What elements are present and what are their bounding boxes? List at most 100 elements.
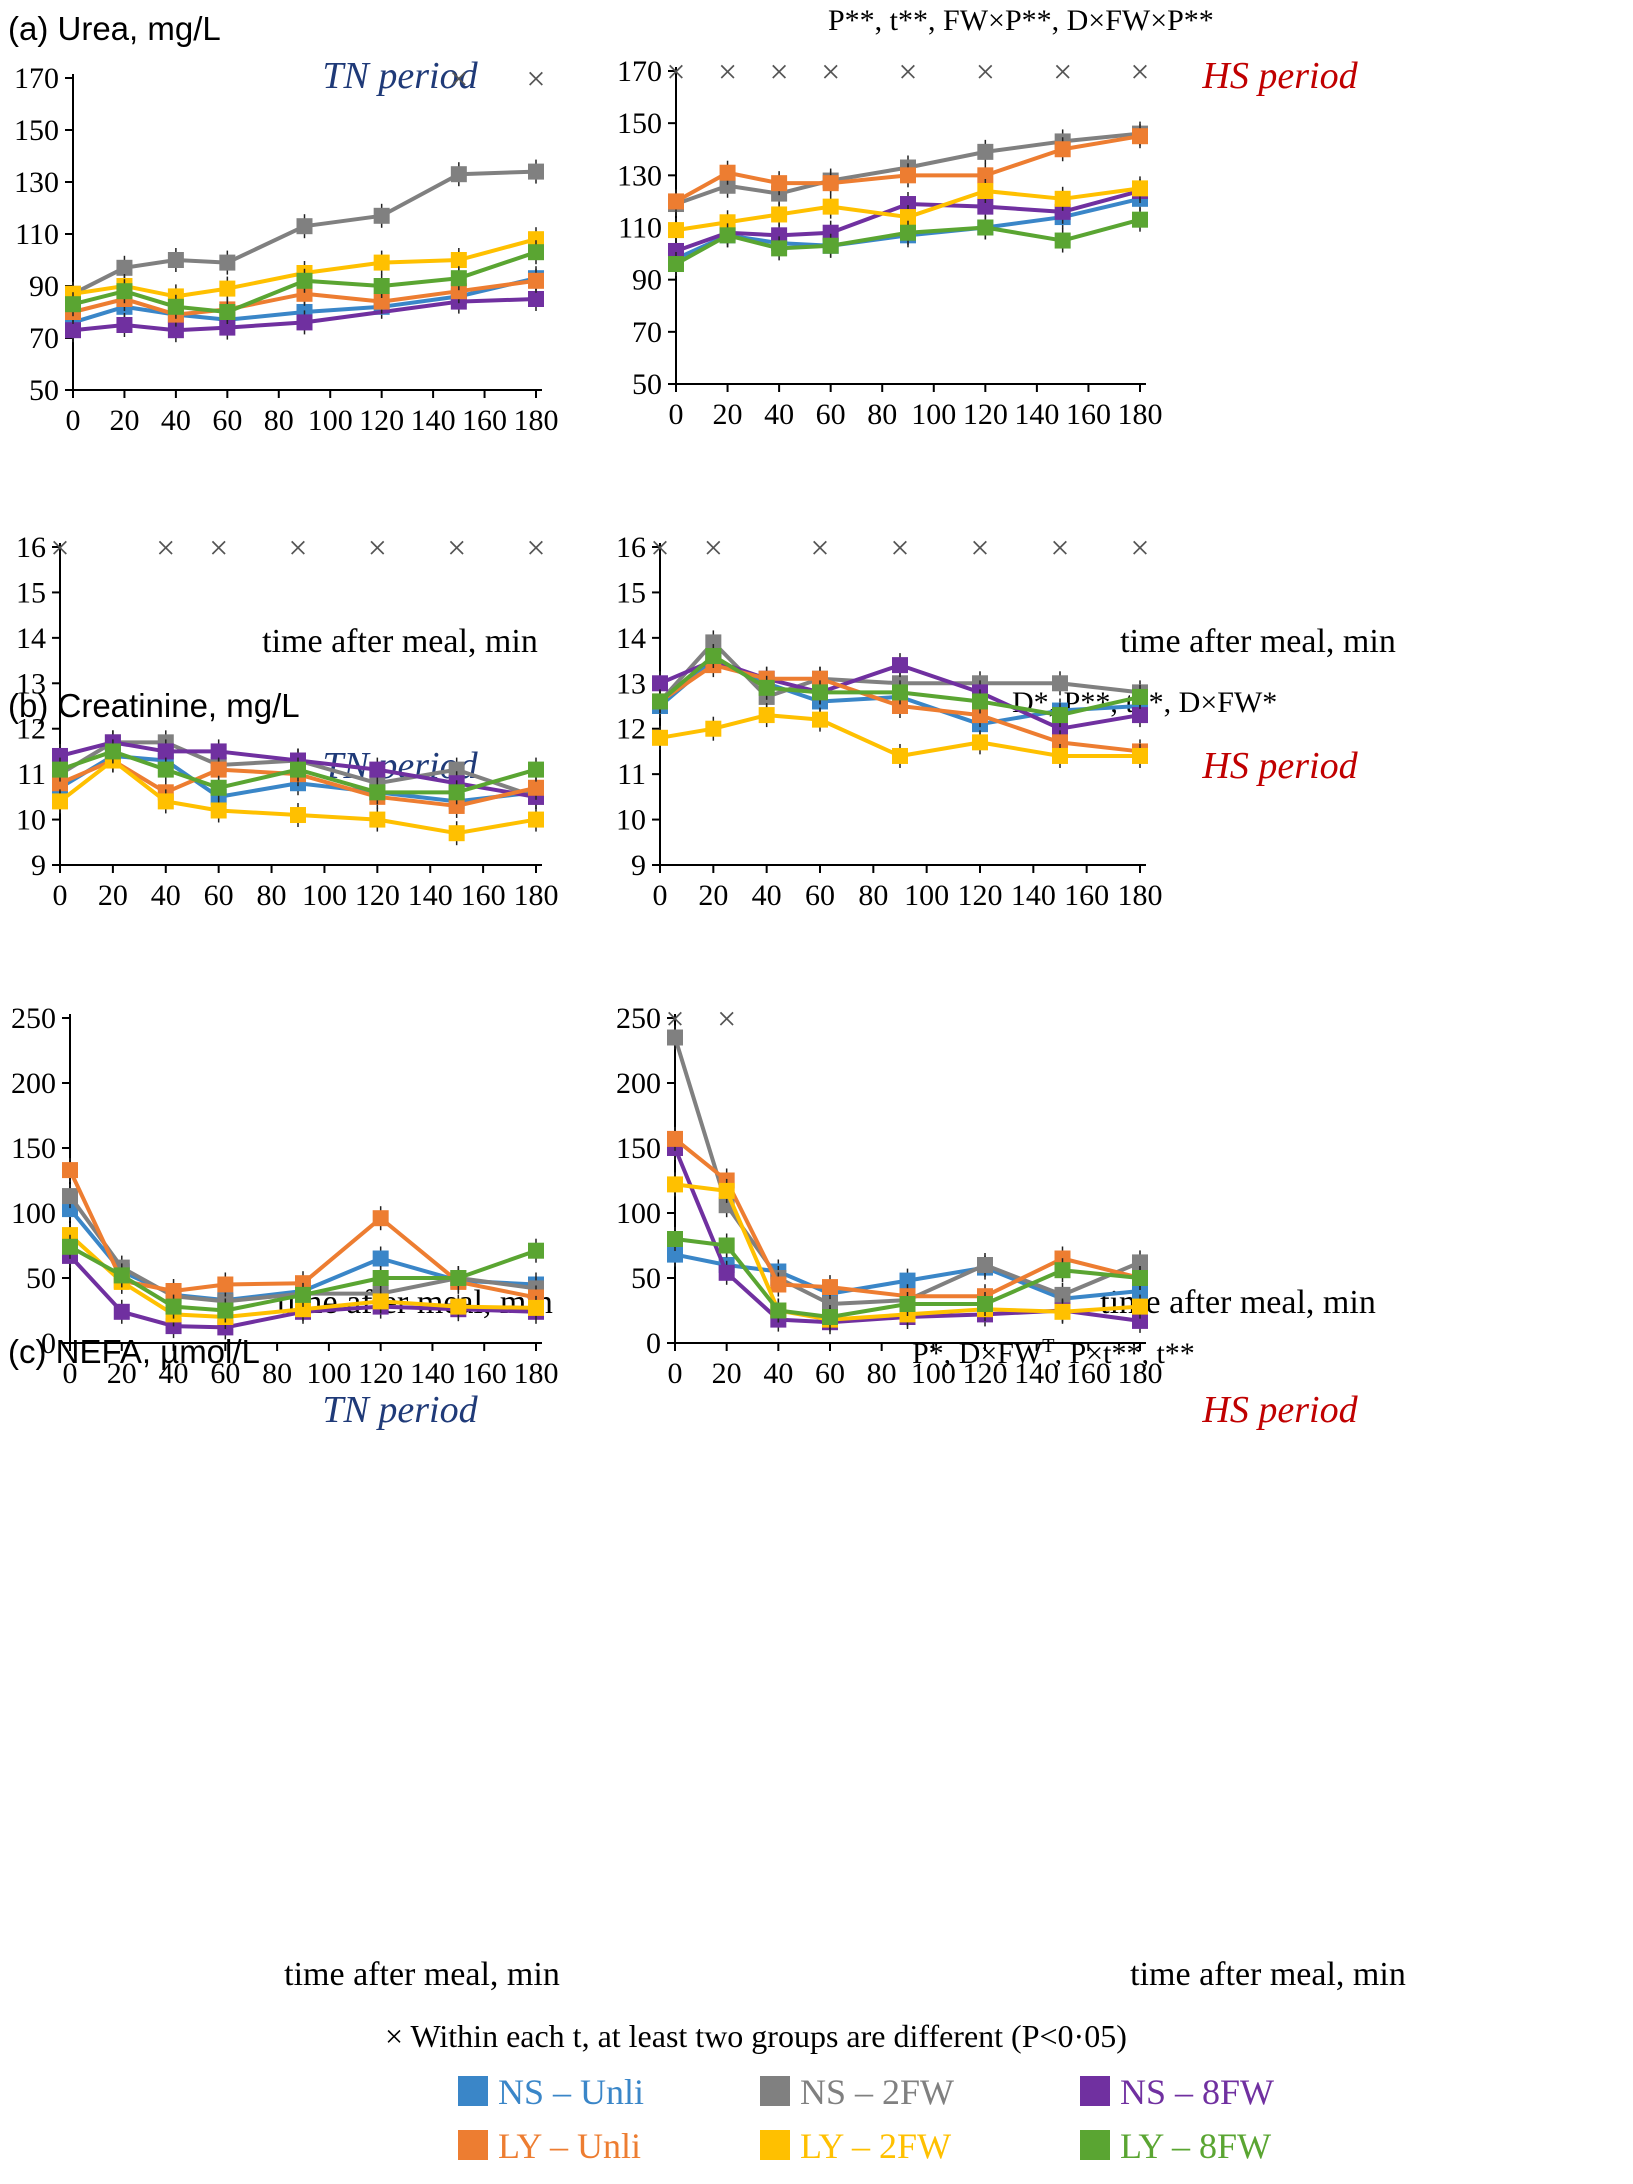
- data-point: [812, 711, 828, 728]
- legend-label: NS – Unli: [498, 2072, 644, 2112]
- x-tick-label: 80: [262, 1357, 292, 1390]
- data-point: [1054, 232, 1071, 249]
- x-tick-label: 100: [904, 879, 949, 912]
- legend-label: NS – 8FW: [1120, 2072, 1274, 2112]
- data-point: [972, 734, 988, 751]
- significance-marker: ×: [526, 530, 545, 567]
- creatinine-tn-chart: TN period time after meal, min 910111213…: [16, 530, 559, 1321]
- data-point: [219, 280, 236, 297]
- data-point: [167, 322, 184, 339]
- x-tick-label: 120: [355, 879, 400, 912]
- series-line: [72, 250, 537, 314]
- data-point: [1132, 1283, 1148, 1299]
- data-point: [373, 278, 390, 294]
- series-line: [68, 1194, 537, 1304]
- y-tick-label: 14: [16, 622, 46, 655]
- data-point: [372, 1250, 389, 1267]
- series-line: [72, 237, 537, 299]
- data-point: [1132, 1254, 1148, 1271]
- x-tick-label: 0: [653, 879, 668, 912]
- data-point: [373, 293, 390, 310]
- data-point: [1052, 675, 1068, 692]
- x-tick-label: 20: [98, 879, 128, 912]
- significance-marker: ×: [288, 530, 307, 567]
- data-point: [372, 1293, 389, 1310]
- series-line: [674, 1252, 1141, 1301]
- data-point: [62, 1162, 78, 1179]
- x-tick-label: 180: [514, 404, 559, 437]
- data-point: [758, 679, 775, 696]
- data-point: [1132, 211, 1148, 228]
- series-line: [69, 1245, 537, 1313]
- nefa-tn-chart: TN period time after meal, min 0 50 100 150…: [11, 1002, 560, 1993]
- significance-marker: ×: [526, 61, 545, 98]
- data-point: [667, 1246, 683, 1263]
- data-point: [167, 252, 184, 268]
- significance-marker: ×: [368, 530, 387, 567]
- legend-label: LY – Unli: [498, 2126, 641, 2166]
- series-line: [675, 186, 1141, 233]
- data-point: [1132, 1298, 1148, 1315]
- nefa-hs-chart: HS period time after meal, min 0 50 100 150…: [616, 1001, 1406, 1993]
- data-point: [290, 761, 306, 778]
- data-point: [1132, 747, 1148, 764]
- data-point: [217, 1276, 234, 1293]
- data-point: [157, 793, 174, 810]
- data-point: [705, 634, 722, 651]
- x-tick-label: 180: [1118, 398, 1163, 431]
- data-point: [652, 675, 668, 692]
- data-point: [822, 237, 839, 254]
- significance-marker: ×: [449, 61, 468, 98]
- data-point: [899, 1272, 916, 1289]
- y-tick-label: 11: [17, 758, 46, 791]
- panel-a-label: (a) Urea, mg/L: [8, 10, 221, 47]
- data-point: [369, 784, 386, 801]
- data-point: [157, 761, 174, 778]
- data-point: [62, 1201, 78, 1218]
- x-tick-label: 140: [411, 404, 456, 437]
- y-tick-label: 150: [616, 1132, 661, 1165]
- data-point: [1054, 203, 1071, 220]
- data-point: [972, 707, 988, 724]
- y-tick-label: 70: [29, 322, 59, 355]
- data-point: [448, 784, 465, 801]
- x-tick-label: 140: [1014, 1357, 1059, 1390]
- urea-hs-chart: HS period time after meal, min 50 70 90 110…: [617, 54, 1396, 660]
- series-line: [68, 1233, 537, 1319]
- data-point: [705, 720, 722, 737]
- significance-marker: ×: [976, 54, 995, 91]
- y-tick-label: 170: [617, 55, 662, 88]
- y-tick-label: 13: [16, 667, 46, 700]
- data-point: [62, 1238, 78, 1255]
- significance-marker: ×: [1050, 530, 1069, 567]
- y-tick-label: 13: [616, 667, 646, 700]
- y-tick-label: 50: [29, 374, 59, 407]
- x-tick-label: 100: [911, 398, 956, 431]
- data-point: [113, 1267, 130, 1284]
- x-tick-label: 60: [815, 1357, 845, 1390]
- data-point: [210, 802, 227, 819]
- data-point: [668, 193, 684, 210]
- x-tick-label: 100: [306, 1357, 351, 1390]
- data-point: [219, 254, 236, 271]
- y-tick-label: 50: [26, 1262, 56, 1295]
- x-tick-label: 140: [408, 879, 453, 912]
- y-tick-label: 100: [616, 1197, 661, 1230]
- significance-marker: ×: [666, 54, 685, 91]
- y-tick-label: 9: [31, 849, 46, 882]
- data-point: [719, 177, 736, 194]
- data-point: [900, 224, 916, 241]
- x-tick-label: 100: [308, 404, 353, 437]
- significance-note: × Within each t, at least two groups are…: [385, 2018, 1127, 2054]
- data-point: [1132, 1312, 1148, 1329]
- urea-tn-chart: TN period time after meal, min 50 70 90 110…: [14, 55, 559, 660]
- panel-a-stats: P**, t**, FW×P**, D×FW×P**: [828, 4, 1214, 37]
- data-point: [116, 283, 133, 300]
- x-tick-label: 120: [963, 1357, 1008, 1390]
- data-point: [1052, 747, 1068, 764]
- x-tick-label: 120: [358, 1357, 403, 1390]
- y-tick-label: 16: [16, 531, 46, 564]
- data-point: [822, 1309, 838, 1325]
- significance-marker: ×: [704, 530, 723, 567]
- data-point: [528, 1299, 544, 1316]
